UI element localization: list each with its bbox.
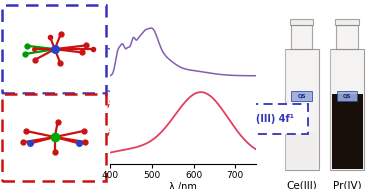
Bar	[285, 49, 319, 170]
Bar	[335, 19, 359, 25]
FancyBboxPatch shape	[2, 94, 106, 181]
X-axis label: λ /nm: λ /nm	[169, 182, 197, 189]
Bar	[330, 49, 364, 170]
Text: QS: QS	[343, 93, 351, 98]
Text: Ce(III) 4f¹: Ce(III) 4f¹	[242, 114, 294, 124]
FancyBboxPatch shape	[2, 5, 106, 93]
FancyBboxPatch shape	[337, 91, 357, 101]
Text: Ce(III): Ce(III)	[286, 180, 317, 189]
Bar	[286, 133, 317, 169]
FancyBboxPatch shape	[229, 104, 308, 134]
FancyBboxPatch shape	[127, 57, 200, 84]
Bar	[332, 94, 363, 169]
Bar	[290, 19, 313, 25]
Text: Pr(IV) 4f¹: Pr(IV) 4f¹	[138, 65, 189, 75]
FancyBboxPatch shape	[291, 91, 312, 101]
Bar	[336, 25, 358, 49]
Bar	[291, 25, 312, 49]
Text: QS: QS	[297, 93, 306, 98]
Text: Pr(IV): Pr(IV)	[333, 180, 361, 189]
